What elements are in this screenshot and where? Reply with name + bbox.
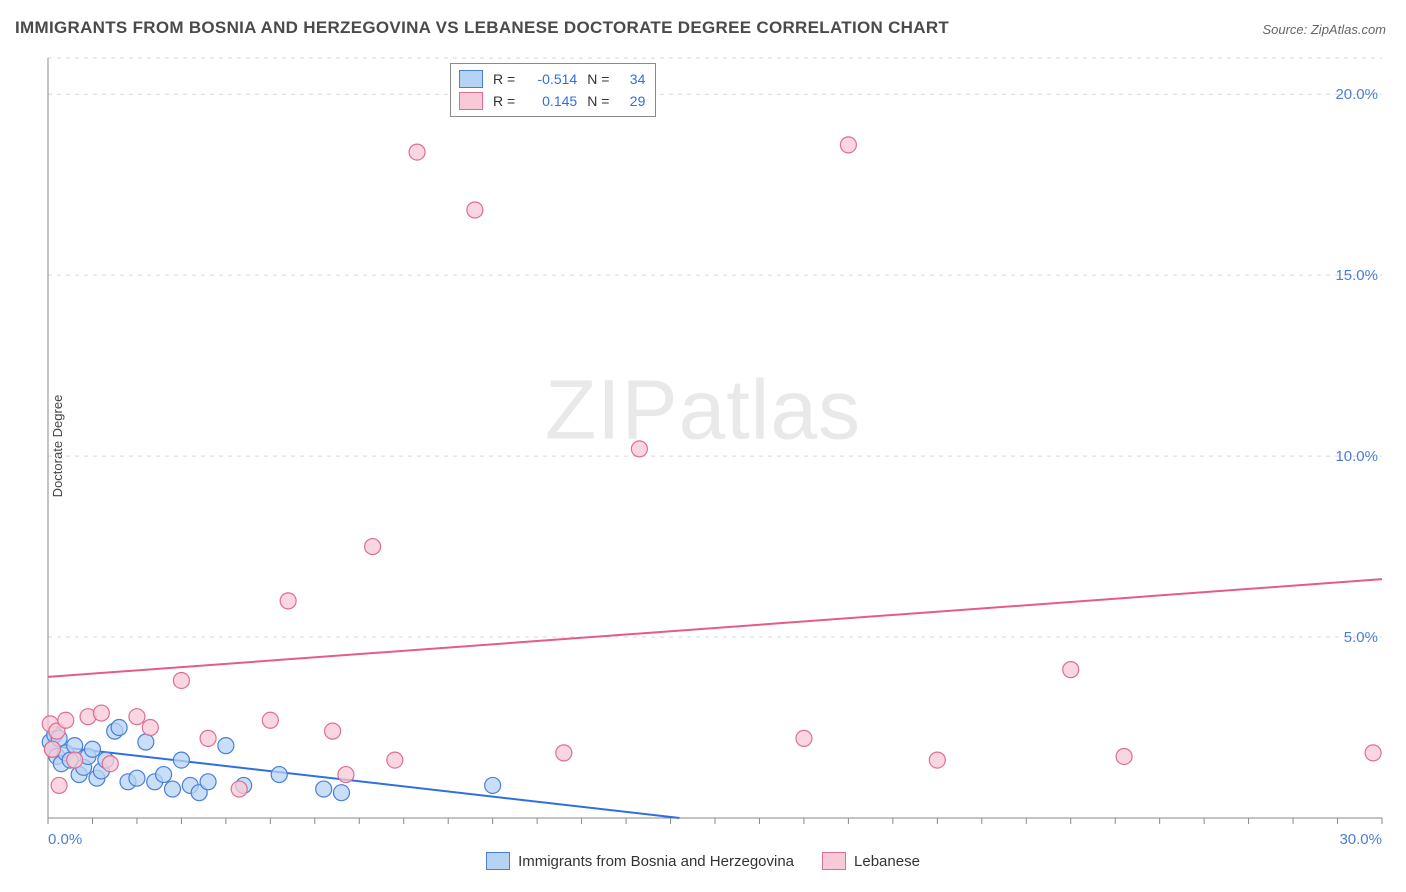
svg-text:5.0%: 5.0% xyxy=(1344,629,1378,646)
n-value: 34 xyxy=(619,68,645,90)
n-label: N = xyxy=(587,68,609,90)
legend-label: Lebanese xyxy=(854,853,920,870)
legend-label: Immigrants from Bosnia and Herzegovina xyxy=(518,853,794,870)
legend-row-blue: R = -0.514 N = 34 xyxy=(459,68,645,90)
legend-item-blue: Immigrants from Bosnia and Herzegovina xyxy=(486,852,794,870)
r-value: -0.514 xyxy=(525,68,577,90)
n-label: N = xyxy=(587,90,609,112)
correlation-legend: R = -0.514 N = 34 R = 0.145 N = 29 xyxy=(450,63,656,117)
r-label: R = xyxy=(493,68,515,90)
scatter-plot: 0.0% 30.0% 5.0% 10.0% 15.0% 20.0% xyxy=(0,0,1406,892)
legend-row-pink: R = 0.145 N = 29 xyxy=(459,90,645,112)
swatch-pink-icon xyxy=(822,852,846,870)
swatch-blue-icon xyxy=(486,852,510,870)
n-value: 29 xyxy=(619,90,645,112)
swatch-blue-icon xyxy=(459,70,483,88)
series-legend: Immigrants from Bosnia and Herzegovina L… xyxy=(0,852,1406,870)
svg-text:20.0%: 20.0% xyxy=(1335,86,1378,103)
svg-text:30.0%: 30.0% xyxy=(1339,831,1382,848)
svg-text:0.0%: 0.0% xyxy=(48,831,82,848)
r-label: R = xyxy=(493,90,515,112)
svg-text:15.0%: 15.0% xyxy=(1335,267,1378,284)
svg-text:10.0%: 10.0% xyxy=(1335,448,1378,465)
r-value: 0.145 xyxy=(525,90,577,112)
swatch-pink-icon xyxy=(459,92,483,110)
legend-item-pink: Lebanese xyxy=(822,852,920,870)
